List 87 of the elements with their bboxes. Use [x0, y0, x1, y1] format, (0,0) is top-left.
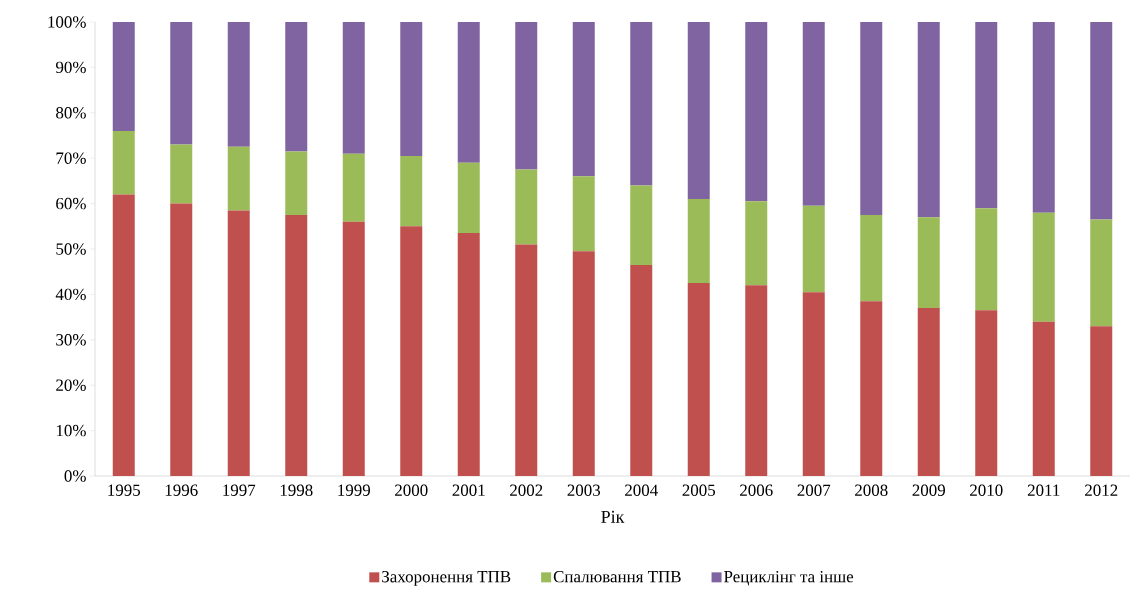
- bar: [342, 153, 365, 222]
- x-axis-title: Рік: [601, 510, 625, 523]
- bar: [572, 251, 595, 476]
- bar: [227, 210, 250, 476]
- bar: [917, 308, 940, 476]
- y-tick-label: 80%: [56, 107, 86, 119]
- x-tick-label: 2003: [567, 484, 601, 496]
- x-tick-label: 2002: [510, 484, 543, 496]
- bar: [860, 301, 883, 476]
- bar: [457, 162, 480, 234]
- bar: [1090, 22, 1113, 220]
- bar: [630, 185, 653, 265]
- bar: [572, 176, 595, 252]
- bar: [687, 22, 710, 200]
- bar: [112, 130, 135, 195]
- bar: [285, 22, 308, 152]
- bar: [687, 283, 710, 476]
- bar: [975, 208, 998, 311]
- bar: [227, 146, 250, 211]
- bar: [630, 22, 653, 186]
- legend-label: Рециклінг та інше: [724, 570, 854, 586]
- bar: [515, 22, 538, 170]
- x-tick-label: 2009: [912, 484, 945, 496]
- bar: [745, 201, 768, 286]
- x-tick-label: 2006: [740, 484, 773, 496]
- x-tick-label: 2012: [1085, 484, 1118, 496]
- bar: [342, 221, 365, 476]
- bar: [515, 169, 538, 245]
- bar: [860, 22, 883, 215]
- bar: [975, 310, 998, 476]
- x-tick-label: 1999: [338, 484, 370, 496]
- bar: [285, 214, 308, 476]
- x-tick-label: 2000: [395, 484, 428, 496]
- bar: [227, 22, 250, 147]
- x-tick-label: 2010: [970, 484, 1003, 496]
- y-tick-label: 50%: [56, 243, 86, 255]
- bar: [745, 285, 768, 476]
- bar: [1090, 326, 1113, 476]
- y-tick-label: 100%: [48, 16, 86, 28]
- bar: [112, 22, 135, 131]
- x-tick-label: 2001: [452, 484, 485, 496]
- x-tick-label: 2004: [625, 484, 658, 496]
- x-tick-label: 2005: [682, 484, 716, 496]
- x-tick-label: 1995: [108, 484, 141, 496]
- bar: [802, 292, 825, 476]
- bar: [400, 226, 423, 476]
- x-tick-label: 1996: [165, 484, 198, 496]
- x-tick-label: 1997: [223, 484, 256, 496]
- bar: [975, 22, 998, 209]
- bar: [457, 22, 480, 163]
- bar: [515, 244, 538, 476]
- bar: [630, 264, 653, 476]
- legend-label: Захоронення ТПВ: [382, 570, 511, 586]
- bar: [745, 22, 768, 202]
- bar: [1032, 22, 1055, 213]
- y-tick-label: 40%: [55, 288, 86, 301]
- x-tick-label: 2008: [855, 484, 888, 496]
- bar: [860, 214, 883, 302]
- y-tick-label: 60%: [56, 197, 86, 210]
- y-tick-label: 90%: [55, 61, 86, 74]
- bar: [400, 155, 423, 227]
- bar: [802, 22, 825, 206]
- x-tick-label: 2011: [1027, 484, 1060, 496]
- bar: [457, 233, 480, 476]
- legend-label: Спалювання ТПВ: [553, 570, 681, 583]
- bar: [572, 22, 595, 177]
- bar: [342, 22, 365, 154]
- bar: [170, 22, 193, 145]
- y-tick-label: 10%: [56, 424, 86, 437]
- bar: [1090, 219, 1113, 327]
- y-tick-label: 70%: [56, 152, 86, 164]
- bar: [802, 205, 825, 293]
- y-tick-label: 0%: [64, 470, 86, 482]
- bar: [1032, 212, 1055, 322]
- bar: [687, 199, 710, 284]
- bar: [170, 203, 193, 476]
- bar: [170, 144, 193, 204]
- bar: [1032, 321, 1055, 476]
- y-tick-label: 30%: [56, 334, 86, 346]
- x-tick-label: 2007: [797, 484, 831, 496]
- bar: [917, 217, 940, 309]
- x-tick-label: 1998: [280, 484, 313, 496]
- bar: [400, 22, 423, 156]
- y-tick-label: 20%: [56, 379, 86, 391]
- bar: [917, 22, 940, 218]
- bar: [285, 151, 308, 215]
- bar: [112, 194, 135, 476]
